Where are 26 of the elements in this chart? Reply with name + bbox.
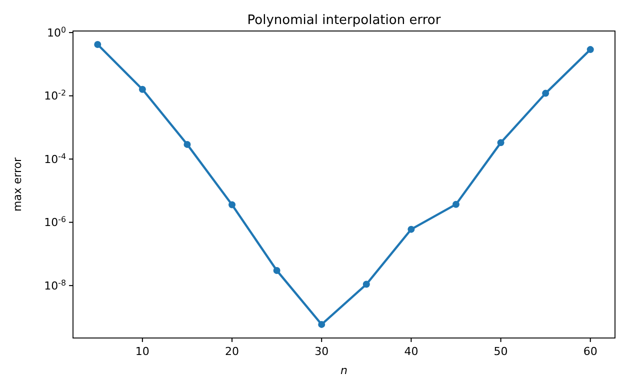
point <box>497 139 504 146</box>
point <box>586 46 594 54</box>
point <box>273 266 280 274</box>
point <box>184 140 191 148</box>
x-tick-label: 40 <box>404 345 418 358</box>
x-tick-label: 50 <box>494 345 508 358</box>
y-tick-label: 10$^{-6}$ <box>44 214 66 230</box>
y-axis-title: max error <box>11 156 24 212</box>
x-tick-label: 30 <box>314 345 329 358</box>
point <box>452 200 460 208</box>
y-tick-label: 10$^{-2}$ <box>44 88 66 103</box>
point <box>408 226 415 233</box>
point <box>94 40 102 48</box>
point <box>542 90 550 97</box>
chart-title: Polynomial interpolation error <box>247 13 442 28</box>
point <box>362 280 370 288</box>
y-tick-label: 10$^{0}$ <box>46 24 66 40</box>
x-tick-label: 60 <box>583 345 598 358</box>
x-tick-label: 10 <box>135 345 150 358</box>
point <box>318 320 326 328</box>
x-axis-title: n <box>340 364 348 377</box>
y-tick-label: 10$^{-8}$ <box>44 278 66 292</box>
y-tick-label: 10$^{-4}$ <box>44 151 66 166</box>
point <box>138 86 146 93</box>
x-tick-label: 20 <box>225 345 240 358</box>
point <box>228 201 236 208</box>
